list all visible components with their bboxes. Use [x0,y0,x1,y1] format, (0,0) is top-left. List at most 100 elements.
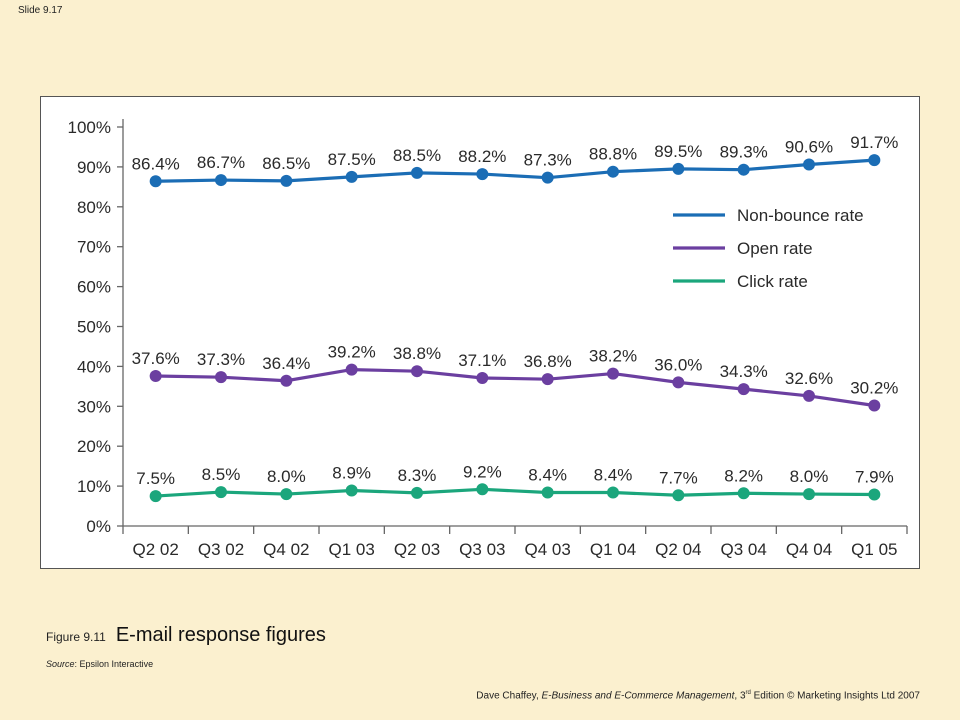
data-label: 86.4% [132,154,180,173]
data-label: 37.3% [197,350,245,369]
data-label: 86.7% [197,153,245,172]
data-point [803,158,815,171]
data-label: 8.9% [332,463,371,482]
data-point [868,154,881,167]
data-point [803,488,815,501]
data-label: 38.8% [393,344,441,363]
data-point [737,163,750,176]
data-label: 7.7% [659,468,698,487]
y-tick-label: 100% [68,118,111,137]
series-line-0 [155,158,875,183]
line-chart: 0% 10% 20% 30% 40% 50% 60% 70% 80% 90% 100% Q2 02 Q3… [68,118,908,559]
data-point [345,363,358,376]
data-point [215,486,227,499]
data-point [868,399,881,412]
x-tick-label: Q2 03 [394,540,440,559]
footer-book: E-Business and E-Commerce Management [541,690,735,702]
data-label: 34.3% [720,362,768,381]
legend-label: Click rate [737,272,808,291]
data-label: 88.2% [458,147,506,166]
data-point [672,376,685,389]
series-line-2 [155,487,875,498]
data-label: 38.2% [589,347,637,366]
data-label: 86.5% [262,154,310,173]
y-tick-label: 90% [77,158,111,177]
data-label: 91.7% [850,133,898,152]
data-label: 32.6% [785,369,833,388]
figure-caption: Figure 9.11 E-mail response figures [46,624,326,647]
data-label: 37.1% [458,351,506,370]
data-point [607,165,619,178]
source-text: : Epsilon Interactive [74,659,154,669]
x-tick-label: Q1 05 [851,540,897,559]
data-point [411,486,423,499]
source-note: Source: Epsilon Interactive [46,659,153,669]
data-label: 87.3% [524,151,572,170]
data-point [737,487,750,500]
figure-title: E-mail response figures [115,624,326,646]
data-label: 8.3% [398,466,437,485]
y-tick-label: 30% [77,397,111,416]
y-tick-label: 50% [77,318,111,337]
x-tick-label: Q3 03 [459,540,505,559]
data-label: 89.5% [654,142,702,161]
data-label: 87.5% [328,150,376,169]
y-tick-label: 80% [77,198,111,217]
data-point [280,174,293,187]
data-point [411,365,423,378]
x-tick-label: Q1 04 [590,540,636,559]
data-label: 90.6% [785,138,833,157]
x-tick-label: Q4 03 [525,540,571,559]
x-tick-label: Q4 04 [786,540,832,559]
y-tick-label: 40% [77,357,111,376]
data-point [868,488,881,501]
data-point [476,483,489,496]
data-point [541,373,554,386]
data-label: 89.3% [720,143,768,162]
x-tick-label: Q3 04 [721,540,767,559]
data-label: 8.4% [528,465,567,484]
data-label: 8.5% [202,465,241,484]
source-prefix: Source [46,659,75,669]
data-label: 8.0% [790,467,829,486]
data-label: 88.5% [393,146,441,165]
footer-edition-pre: , 3 [734,690,746,702]
x-tick-label: Q2 02 [133,540,179,559]
figure-label: Figure 9.11 [46,630,106,644]
slide-number: Slide 9.17 [18,5,63,16]
footer-author: Dave Chaffey, [476,690,542,702]
data-point [280,488,293,501]
legend-label: Open rate [737,239,813,258]
y-tick-label: 10% [77,477,111,496]
data-point [411,166,423,179]
data-point [149,369,162,382]
x-tick-label: Q2 04 [655,540,701,559]
data-point [345,170,358,183]
data-point [737,383,750,396]
data-label: 8.0% [267,467,306,486]
data-point [149,175,162,188]
data-point [476,371,489,384]
data-point [476,168,489,181]
data-point [672,489,685,502]
data-point [215,174,227,187]
data-label: 36.0% [654,355,702,374]
data-label: 39.2% [328,343,376,362]
x-tick-label: Q4 02 [263,540,309,559]
data-point [149,490,162,503]
data-point [541,486,554,499]
y-tick-label: 0% [86,517,111,536]
data-label: 36.4% [262,354,310,373]
data-point [803,389,815,402]
data-label: 7.9% [855,467,894,486]
legend-label: Non-bounce rate [737,206,864,225]
data-label: 8.4% [594,465,633,484]
data-label: 9.2% [463,462,502,481]
footer-edition-post: Edition © Marketing Insights Ltd 2007 [750,690,920,702]
data-point [215,371,227,384]
data-label: 8.2% [724,466,763,485]
footer-edition-sup: rd [745,690,751,696]
chart-frame: 0% 10% 20% 30% 40% 50% 60% 70% 80% 90% 100% Q2 02 Q3… [40,96,920,569]
data-label: 30.2% [850,379,898,398]
data-label: 37.6% [132,349,180,368]
